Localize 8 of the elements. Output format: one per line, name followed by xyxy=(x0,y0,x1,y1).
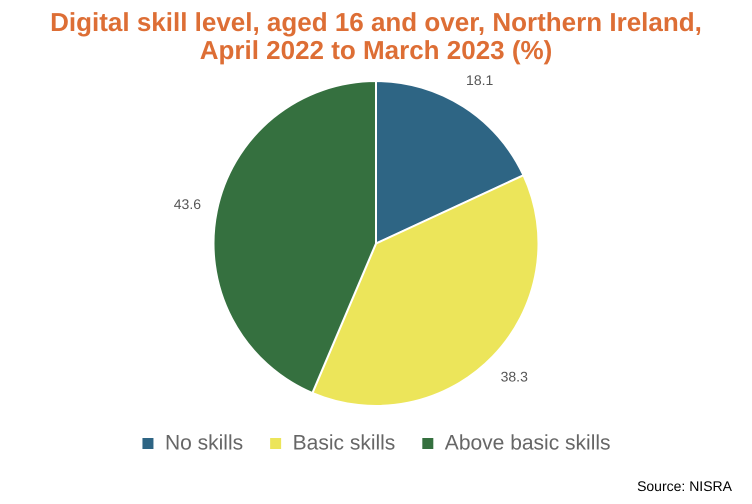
chart-title: Digital skill level, aged 16 and over, Northern Ireland, April 2022 to March 2023 (%) xyxy=(49,7,703,65)
legend-label: Above basic skills xyxy=(444,431,611,454)
data-label: 38.3 xyxy=(500,368,528,384)
source-note: Source: NISRA xyxy=(637,478,732,494)
legend-label: Basic skills xyxy=(292,431,396,454)
data-label: 43.6 xyxy=(174,196,202,212)
data-label: 18.1 xyxy=(466,72,494,88)
legend-label: No skills xyxy=(164,431,244,454)
